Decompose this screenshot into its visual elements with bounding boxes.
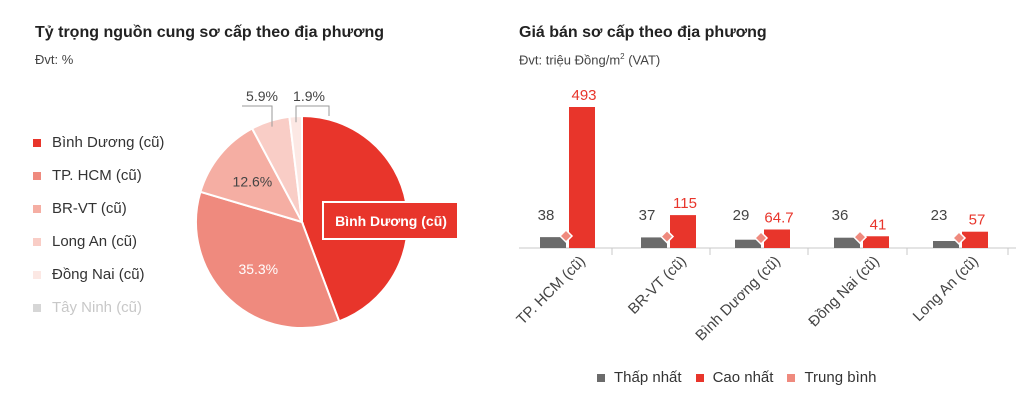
bar-value-label-high: 115 xyxy=(673,195,697,212)
bar-category-label: TP. HCM (cũ) xyxy=(513,253,588,328)
pie-legend-item: Tây Ninh (cũ) xyxy=(33,291,164,324)
bar-thap-nhat xyxy=(641,237,667,248)
bar-cao-nhat xyxy=(962,231,988,248)
pie-legend-label: Long An (cũ) xyxy=(52,233,138,250)
bar-legend-item: Thấp nhất xyxy=(597,369,682,386)
pie-legend-swatch xyxy=(33,237,41,246)
bar-thap-nhat xyxy=(933,241,959,248)
bar-value-label-low: 37 xyxy=(639,207,656,224)
pie-legend-label: BR-VT (cũ) xyxy=(52,200,127,217)
pie-legend-item: BR-VT (cũ) xyxy=(33,192,164,225)
bar-category-label: BR-VT (cũ) xyxy=(625,253,690,318)
pie-legend-item: Long An (cũ) xyxy=(33,225,164,258)
pie-legend-label: Bình Dương (cũ) xyxy=(52,134,165,151)
pie-value-label: 35.3% xyxy=(238,261,278,277)
pie-legend-swatch xyxy=(33,171,41,180)
bar-category-label: Long An (cũ) xyxy=(910,253,982,325)
pie-slice xyxy=(199,127,305,224)
bar-value-label-high: 57 xyxy=(969,212,986,229)
marker-trung-binh xyxy=(852,230,868,245)
pie-callout-label: 1.9% xyxy=(293,88,325,104)
pie-chart-title: Tỷ trọng nguồn cung sơ cấp theo địa phươ… xyxy=(35,24,384,41)
bar-cao-nhat xyxy=(569,107,595,248)
bar-chart-unit: Đvt: triệu Đồng/m2 (VAT) xyxy=(519,52,660,67)
bar-legend: Thấp nhất Cao nhất Trung bình xyxy=(597,369,890,386)
bar-legend-swatch xyxy=(597,373,605,382)
bar-legend-item: Cao nhất xyxy=(695,369,774,386)
bar-chart-unit-superscript: 2 xyxy=(620,52,625,61)
bar-legend-label: Cao nhất xyxy=(712,369,774,386)
pie-legend-label: Tây Ninh (cũ) xyxy=(52,299,143,316)
bar-value-label-low: 36 xyxy=(832,207,849,224)
bar-value-label-high: 493 xyxy=(571,87,596,104)
pie-legend-item: Đồng Nai (cũ) xyxy=(33,258,164,291)
pie-legend-swatch xyxy=(33,270,41,279)
pie-legend-label: Đồng Nai (cũ) xyxy=(52,266,145,283)
pie-legend-swatch xyxy=(33,138,41,147)
bar-chart-title: Giá bán sơ cấp theo địa phương xyxy=(519,24,767,41)
pie-legend-item: Bình Dương (cũ) xyxy=(33,126,164,159)
bar-cao-nhat xyxy=(764,229,790,248)
bar-thap-nhat xyxy=(834,237,860,248)
bar-category-label: Bình Dương (cũ) xyxy=(692,253,784,345)
bar-value-label-low: 23 xyxy=(931,207,948,224)
bar-legend-swatch xyxy=(695,373,704,382)
bar-legend-label: Thấp nhất xyxy=(614,369,682,386)
bar-chart-unit-suffix: (VAT) xyxy=(624,52,661,68)
pie-leader-line xyxy=(242,105,273,127)
pie-legend-item: TP. HCM (cũ) xyxy=(33,159,164,192)
bar-cao-nhat xyxy=(670,215,696,248)
bar-chart-unit-prefix: Đvt: triệu Đồng/m xyxy=(519,52,621,68)
bar-legend-item: Trung bình xyxy=(787,369,876,386)
bar-cao-nhat xyxy=(863,236,889,248)
bar-value-label-high: 64.7 xyxy=(764,209,793,226)
bar-value-label-low: 29 xyxy=(733,207,750,224)
pie-value-label: 12.6% xyxy=(233,174,273,190)
pie-chart-unit: Đvt: % xyxy=(35,52,74,67)
marker-trung-binh xyxy=(951,230,967,246)
pie-highlight-label: Bình Dương (cũ) xyxy=(335,213,447,229)
bar-category-label: Đồng Nai (cũ) xyxy=(805,253,882,330)
bar-thap-nhat xyxy=(540,237,566,248)
marker-trung-binh xyxy=(753,230,769,246)
pie-legend-label: TP. HCM (cũ) xyxy=(52,167,142,184)
pie-callout-label: 5.9% xyxy=(246,88,278,104)
pie-slice xyxy=(195,190,341,329)
pie-legend: Bình Dương (cũ) TP. HCM (cũ) BR-VT (cũ) Lon… xyxy=(33,126,164,324)
bar-value-label-low: 38 xyxy=(538,207,555,224)
pie-leader-line xyxy=(295,105,330,123)
bar-legend-swatch xyxy=(787,373,796,382)
bar-legend-label: Trung bình xyxy=(804,369,877,386)
pie-legend-swatch xyxy=(33,204,41,213)
bar-thap-nhat xyxy=(735,239,761,248)
marker-trung-binh xyxy=(558,228,574,244)
bar-value-label-high: 41 xyxy=(870,216,887,233)
pie-legend-swatch xyxy=(33,303,41,312)
marker-trung-binh xyxy=(659,229,675,244)
pie-highlight-box xyxy=(322,201,459,240)
